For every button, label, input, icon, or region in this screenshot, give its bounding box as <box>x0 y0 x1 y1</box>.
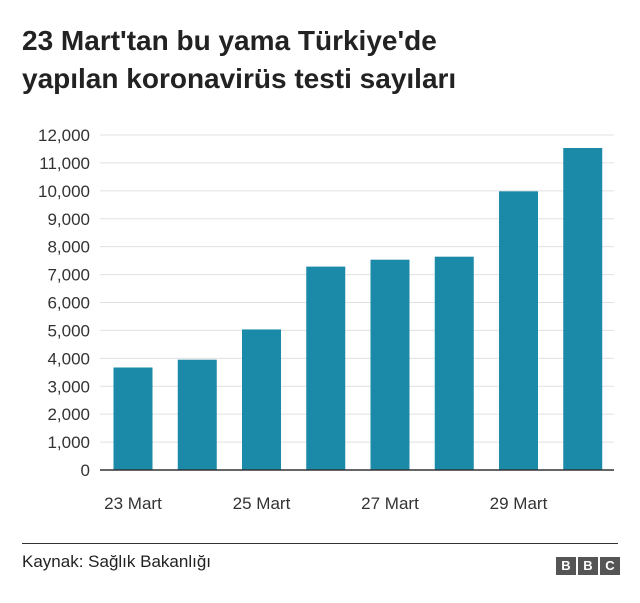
y-tick-label: 8,000 <box>47 238 90 257</box>
bar <box>306 266 346 470</box>
bar <box>242 329 281 470</box>
bar <box>177 359 217 470</box>
y-tick-label: 0 <box>81 461 90 480</box>
y-tick-label: 9,000 <box>47 210 90 229</box>
bar <box>563 147 603 470</box>
y-tick-label: 5,000 <box>47 321 90 340</box>
bbc-logo: B B C <box>556 557 620 575</box>
bbc-logo-letter: C <box>600 557 620 575</box>
y-tick-label: 4,000 <box>47 349 90 368</box>
chart-title-line-2: yapılan koronavirüs testi sayıları <box>22 63 457 94</box>
chart-title: 23 Mart'tan bu yama Türkiye'de yapılan k… <box>22 22 622 98</box>
y-tick-label: 6,000 <box>47 294 90 313</box>
y-tick-label: 3,000 <box>47 377 90 396</box>
y-tick-label: 1,000 <box>47 433 90 452</box>
source-note: Kaynak: Sağlık Bakanlığı <box>22 552 212 571</box>
bar <box>113 367 153 470</box>
y-tick-label: 10,000 <box>38 182 90 201</box>
bbc-logo-letter: B <box>578 557 598 575</box>
chart-title-line-1: 23 Mart'tan bu yama Türkiye'de <box>22 25 437 56</box>
y-tick-label: 7,000 <box>47 266 90 285</box>
x-tick-label: 29 Mart <box>490 494 548 513</box>
bar <box>370 259 410 470</box>
bar <box>434 256 474 470</box>
y-tick-label: 12,000 <box>38 126 90 145</box>
x-tick-label: 27 Mart <box>361 494 419 513</box>
footer-divider <box>22 543 618 544</box>
x-tick-label: 25 Mart <box>233 494 291 513</box>
y-tick-label: 2,000 <box>47 405 90 424</box>
bar-chart: 0 1,000 2,000 3,000 4,000 5,000 6,000 7,000 8,00… <box>38 126 614 513</box>
bar <box>499 191 538 471</box>
bbc-logo-letter: B <box>556 557 576 575</box>
y-tick-label: 11,000 <box>39 154 90 173</box>
x-tick-label: 23 Mart <box>104 494 162 513</box>
